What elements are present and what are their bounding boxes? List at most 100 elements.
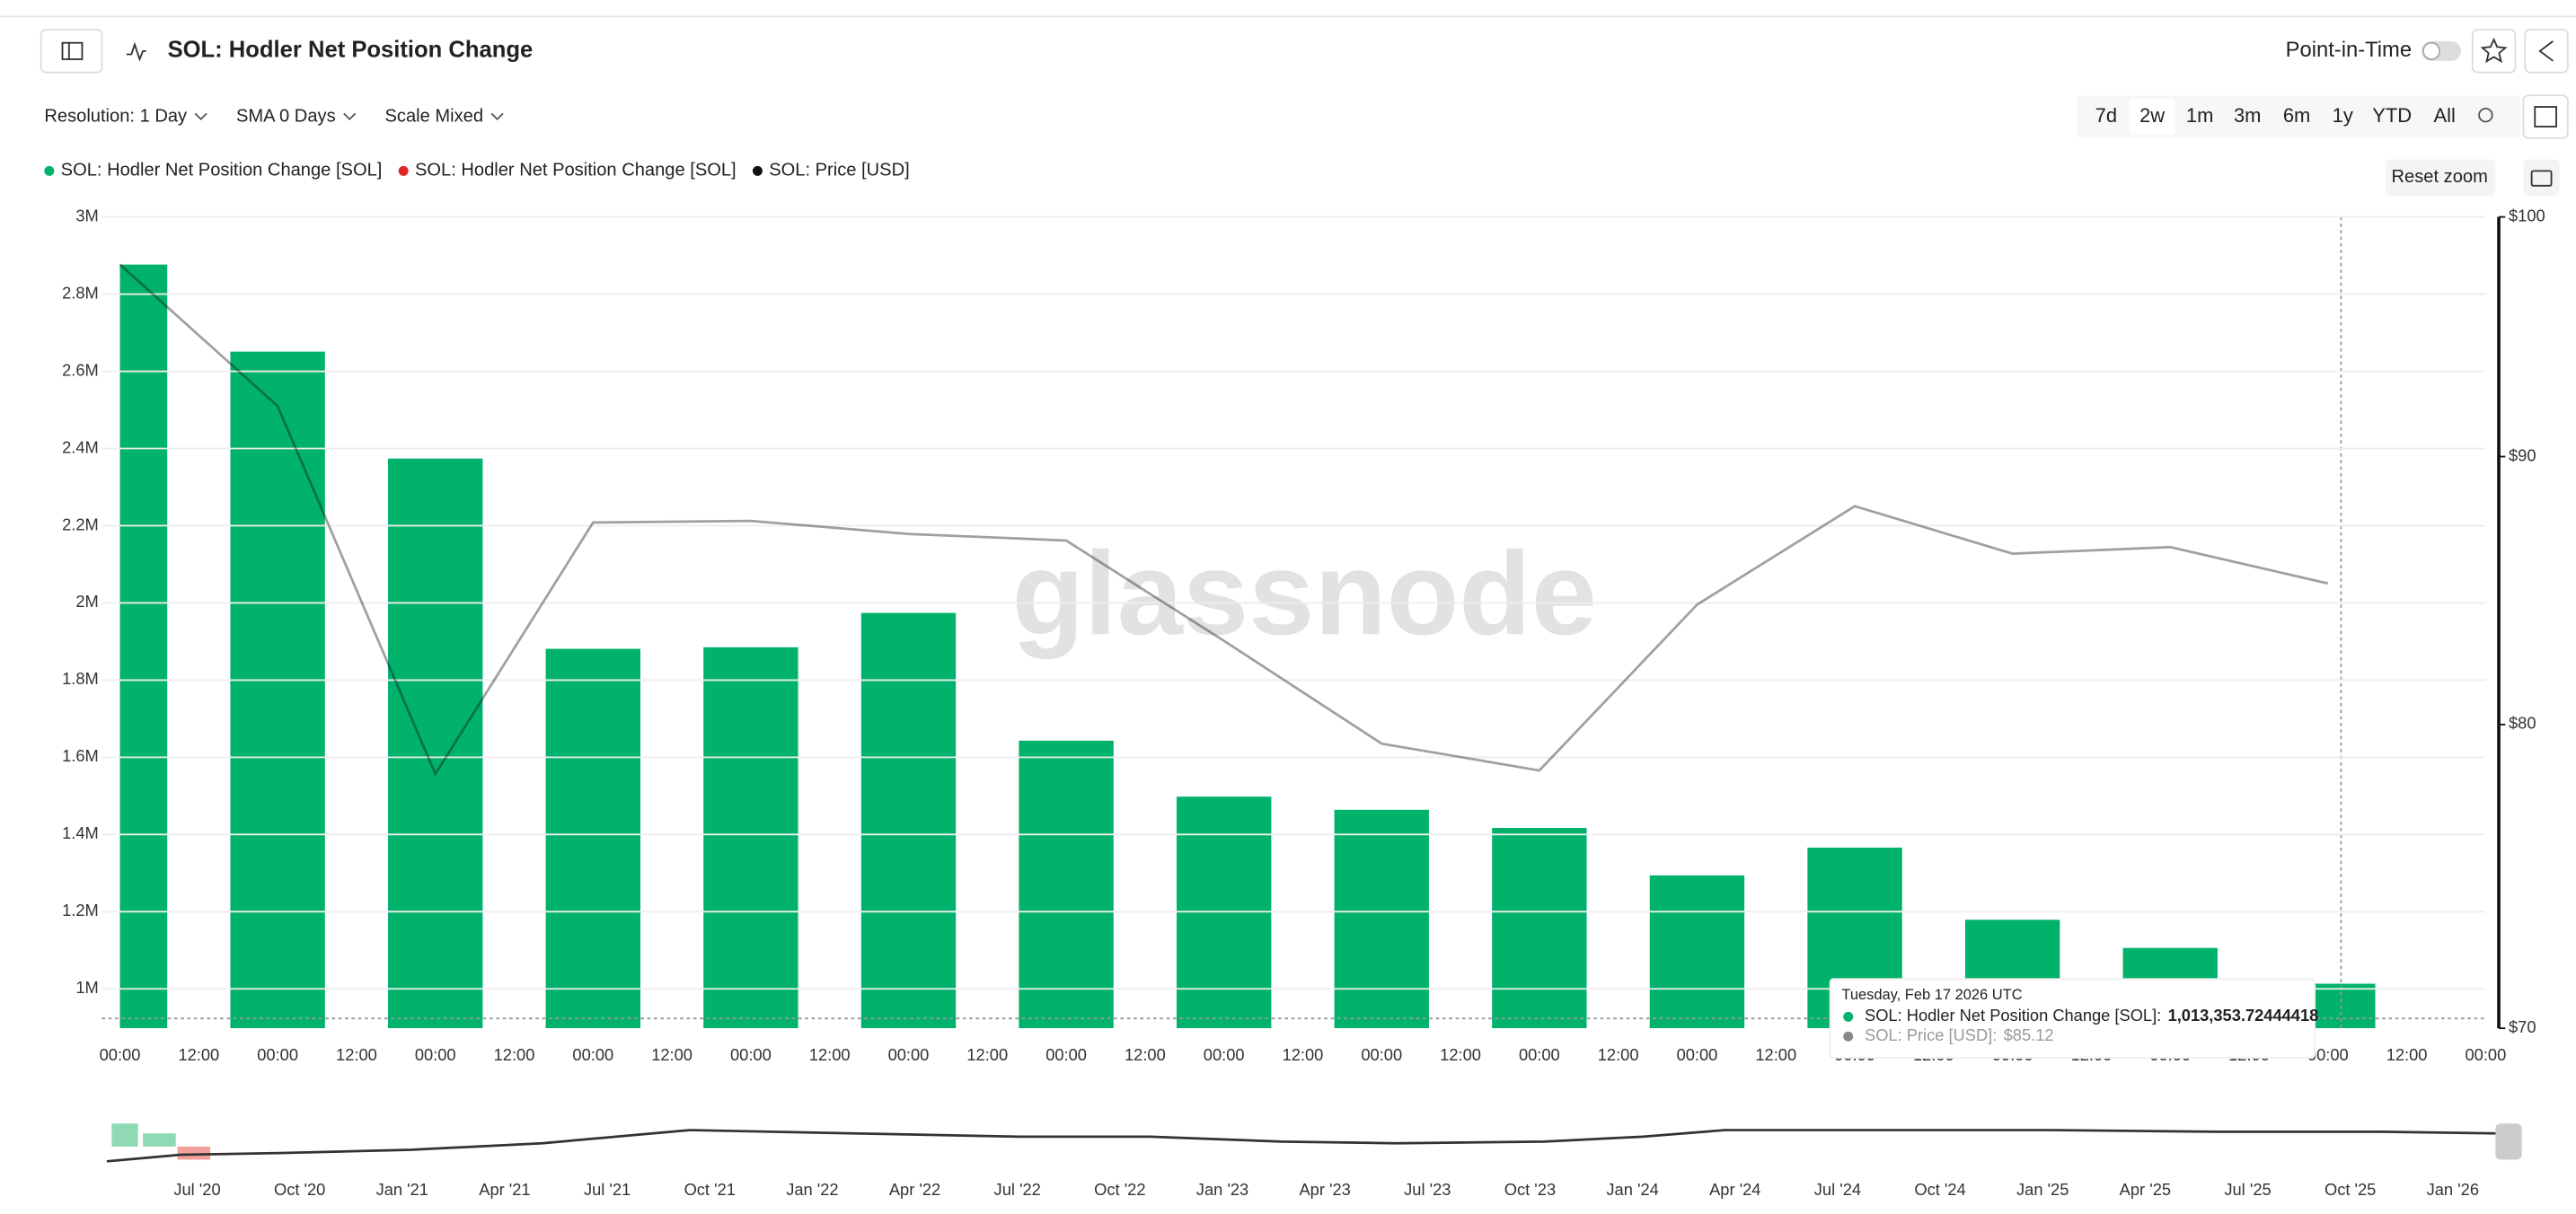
nav-handle[interactable] [2495, 1123, 2522, 1160]
navigator-label: Jan '26 [2427, 1180, 2479, 1199]
range-button[interactable]: 2w [2139, 104, 2165, 127]
x-tick-label: 12:00 [966, 1045, 1008, 1064]
y-tick-label: 2.2M [62, 515, 99, 533]
x-tick-label: 12:00 [1125, 1045, 1166, 1064]
x-tick-label: 00:00 [2466, 1045, 2507, 1064]
tooltip-dot [1843, 1031, 1854, 1042]
x-tick-label: 12:00 [178, 1045, 219, 1064]
nav-line [106, 1129, 2498, 1163]
range-button[interactable]: 6m [2283, 104, 2310, 127]
range-button[interactable]: 7d [2095, 104, 2117, 127]
legend-entry[interactable]: SOL: Price [USD] [769, 161, 909, 180]
calendar-icon [2534, 106, 2557, 128]
y-tick-label: 3M [75, 206, 98, 224]
navigator-label: Jul '25 [2224, 1180, 2271, 1199]
bar [703, 647, 798, 1029]
bar [1334, 809, 1429, 1029]
x-tick-label: 00:00 [572, 1045, 613, 1064]
bar [119, 264, 168, 1029]
x-tick-label: 12:00 [1283, 1045, 1324, 1064]
watermark: glassnode [1012, 527, 1597, 659]
navigator-label: Jan '25 [2016, 1180, 2069, 1199]
bar [1649, 875, 1745, 1029]
bar [230, 351, 325, 1029]
price-line [119, 263, 2329, 777]
bar [1492, 828, 1587, 1029]
y-tick-label: 1.2M [62, 901, 99, 919]
navigator-label: Oct '22 [1094, 1180, 1145, 1199]
chevron [343, 112, 357, 121]
navigator-label: Apr '25 [2120, 1180, 2171, 1199]
navigator-label: Oct '24 [1914, 1180, 1965, 1199]
dropdown[interactable]: Resolution: 1 Day [44, 106, 188, 126]
x-tick-label: 00:00 [2307, 1045, 2349, 1064]
calendar-button[interactable] [2522, 94, 2569, 139]
y2-tick-label: $100 [2509, 206, 2545, 224]
bar [388, 458, 483, 1029]
dropdown[interactable]: SMA 0 Days [236, 106, 336, 126]
navigator-label: Apr '22 [889, 1180, 940, 1199]
chevron [194, 112, 207, 121]
share-button[interactable] [2524, 29, 2569, 74]
y-tick-label: 1.8M [62, 669, 99, 688]
x-tick-label: 00:00 [1519, 1045, 1560, 1064]
y-tick-label: 2.4M [62, 437, 99, 456]
x-tick-label: 12:00 [494, 1045, 535, 1064]
reset-zoom[interactable]: Reset zoom [2392, 167, 2488, 187]
y2-tick-label: $70 [2509, 1017, 2536, 1036]
tooltip-label: SOL: Hodler Net Position Change [SOL]: [1865, 1006, 2161, 1025]
x-tick-label: 12:00 [336, 1045, 377, 1064]
tooltip-label: SOL: Price [USD]: [1865, 1025, 1997, 1044]
x-tick-label: 00:00 [1677, 1045, 1718, 1064]
nav-bar [111, 1123, 138, 1147]
x-tick-label: 00:00 [415, 1045, 456, 1064]
sidebar-icon [61, 41, 84, 60]
legend-entry[interactable]: SOL: Hodler Net Position Change [SOL] [415, 161, 737, 180]
screenshot-button[interactable] [2523, 159, 2560, 196]
navigator-label: Jul '23 [1404, 1180, 1451, 1199]
camera-icon [2530, 170, 2553, 187]
favorite-button[interactable] [2471, 29, 2517, 74]
navigator-label: Jul '20 [173, 1180, 220, 1199]
sidebar-button[interactable] [40, 29, 103, 74]
navigator-label: Oct '25 [2325, 1180, 2376, 1199]
x-tick-label: 12:00 [1440, 1045, 1481, 1064]
range-button[interactable]: 1y [2333, 104, 2353, 127]
legend-dot [752, 165, 763, 176]
tooltip-dot [1843, 1011, 1854, 1022]
y-tick-label: 1.4M [62, 823, 99, 842]
range-button[interactable]: All [2433, 104, 2455, 127]
x-tick-label: 12:00 [809, 1045, 851, 1064]
navigator-label: Jul '24 [1814, 1180, 1861, 1199]
y-tick-label: 2.6M [62, 360, 99, 379]
range-selected [2129, 98, 2175, 136]
tooltip-date: Tuesday, Feb 17 2026 UTC [1841, 987, 2022, 1003]
x-tick-label: 00:00 [100, 1045, 141, 1064]
legend-entry[interactable]: SOL: Hodler Net Position Change [SOL] [61, 161, 383, 180]
share-icon [2538, 40, 2554, 62]
x-tick-label: 00:00 [1045, 1045, 1087, 1064]
navigator-label: Apr '24 [1709, 1180, 1760, 1199]
navigator [106, 1123, 2522, 1163]
range-button[interactable]: 1m [2186, 104, 2213, 127]
dropdown[interactable]: Scale Mixed [385, 106, 484, 126]
navigator-label: Jan '24 [1606, 1180, 1658, 1199]
reset-zoom-button[interactable] [2385, 159, 2496, 196]
navigator-label: Apr '21 [479, 1180, 530, 1199]
x-tick-label: 12:00 [1598, 1045, 1639, 1064]
nav-bar [177, 1146, 211, 1160]
range-bar [2076, 95, 2520, 138]
y-tick-label: 1.6M [62, 746, 99, 765]
navigator-label: Oct '23 [1504, 1180, 1556, 1199]
y2-tick-label: $90 [2509, 445, 2536, 464]
x-tick-label: 12:00 [651, 1045, 693, 1064]
x-tick-label: 00:00 [257, 1045, 298, 1064]
tooltip-value: $85.12 [2004, 1025, 2054, 1044]
range-button[interactable]: YTD [2372, 104, 2412, 127]
x-tick-label: 12:00 [1755, 1045, 1796, 1064]
range-button[interactable]: 3m [2234, 104, 2261, 127]
legend-dot [398, 165, 409, 176]
tooltip: Tuesday, Feb 17 2026 UTC SOL: Hodler Net … [1829, 978, 2318, 1059]
